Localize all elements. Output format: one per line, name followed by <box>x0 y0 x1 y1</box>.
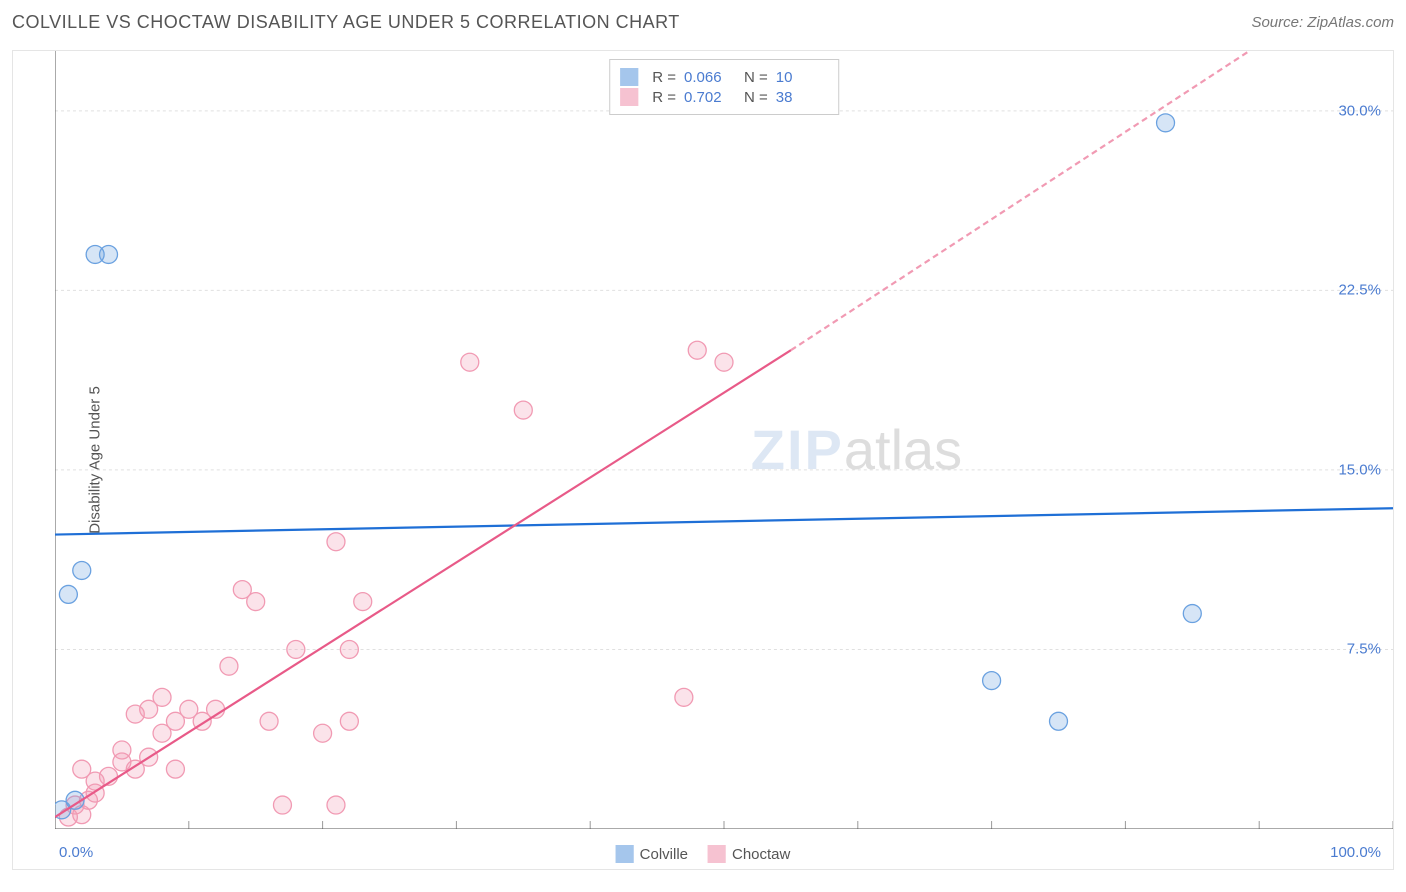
n-label: N = <box>744 69 768 86</box>
y-tick-label: 22.5% <box>1338 282 1381 299</box>
stats-row-colville: R = 0.066 N = 10 <box>620 68 828 86</box>
stats-row-choctaw: R = 0.702 N = 38 <box>620 88 828 106</box>
choctaw-swatch <box>620 88 638 106</box>
chart-container: Disability Age Under 5 7.5%15.0%22.5%30.… <box>12 50 1394 870</box>
colville-swatch <box>616 845 634 863</box>
x-axis-min-label: 0.0% <box>59 844 93 861</box>
chart-svg <box>55 51 1393 829</box>
x-axis-max-label: 100.0% <box>1330 844 1381 861</box>
colville-swatch <box>620 68 638 86</box>
colville-label: Colville <box>640 846 688 863</box>
source-label: Source: ZipAtlas.com <box>1251 14 1394 31</box>
choctaw-label: Choctaw <box>732 846 790 863</box>
colville-r-value: 0.066 <box>684 69 736 86</box>
legend-item-choctaw: Choctaw <box>708 845 790 863</box>
r-label: R = <box>652 89 676 106</box>
n-label: N = <box>744 89 768 106</box>
stats-legend: R = 0.066 N = 10 R = 0.702 N = 38 <box>609 59 839 115</box>
colville-n-value: 10 <box>776 69 828 86</box>
plot-area: 7.5%15.0%22.5%30.0% ZIPatlas R = 0.066 N… <box>55 51 1393 829</box>
y-tick-label: 7.5% <box>1347 641 1381 658</box>
chart-title: COLVILLE VS CHOCTAW DISABILITY AGE UNDER… <box>12 12 680 33</box>
choctaw-swatch <box>708 845 726 863</box>
choctaw-n-value: 38 <box>776 89 828 106</box>
choctaw-r-value: 0.702 <box>684 89 736 106</box>
legend-item-colville: Colville <box>616 845 688 863</box>
y-tick-label: 30.0% <box>1338 102 1381 119</box>
r-label: R = <box>652 69 676 86</box>
series-legend: Colville Choctaw <box>616 845 791 863</box>
y-tick-label: 15.0% <box>1338 461 1381 478</box>
